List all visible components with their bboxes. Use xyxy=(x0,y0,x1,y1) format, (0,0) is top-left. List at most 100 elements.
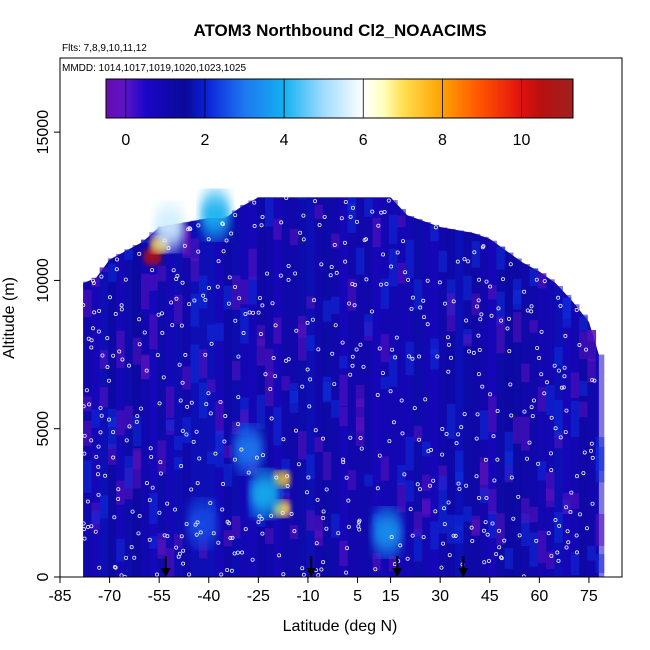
column-band xyxy=(165,548,175,577)
sample-point xyxy=(220,507,225,512)
sample-point xyxy=(233,318,238,323)
sample-point xyxy=(82,451,87,456)
sample-point xyxy=(470,539,475,544)
sample-point xyxy=(155,353,160,358)
sample-point xyxy=(381,252,386,257)
sample-point xyxy=(119,307,124,312)
column-band xyxy=(198,275,208,309)
sample-point xyxy=(506,316,511,321)
column-band xyxy=(190,293,200,327)
sample-point xyxy=(203,298,208,303)
sample-point xyxy=(565,529,570,534)
sample-point xyxy=(157,401,162,406)
sample-point xyxy=(81,303,86,308)
column-band xyxy=(413,425,423,442)
column-band xyxy=(380,334,390,363)
sample-point xyxy=(112,564,117,569)
sample-point xyxy=(445,335,450,340)
sample-point xyxy=(343,259,348,264)
sample-point xyxy=(539,372,544,377)
sample-point xyxy=(511,516,516,521)
sample-points xyxy=(81,196,597,577)
sample-point xyxy=(516,494,521,499)
sample-point xyxy=(278,273,283,278)
column-stripe xyxy=(140,239,150,577)
sample-point xyxy=(115,257,120,262)
sample-point xyxy=(451,533,456,538)
sample-point xyxy=(85,499,90,504)
sample-point xyxy=(453,533,458,538)
column-band xyxy=(273,317,282,344)
sample-point xyxy=(521,574,526,577)
sample-point xyxy=(425,322,430,327)
sample-point xyxy=(399,398,404,403)
column-band xyxy=(198,349,208,379)
colorbar-tick-label: 2 xyxy=(200,132,209,149)
column-band xyxy=(174,436,183,450)
plot-frame xyxy=(59,57,623,578)
sample-point xyxy=(542,391,547,396)
sample-point xyxy=(144,481,149,486)
sample-point xyxy=(166,246,171,251)
sample-point xyxy=(428,483,433,488)
column-band xyxy=(314,437,324,453)
column-stripe xyxy=(248,200,258,577)
sample-point xyxy=(406,354,411,359)
sample-point xyxy=(474,436,479,441)
column-band xyxy=(182,225,192,256)
column-band xyxy=(298,315,307,338)
sample-point xyxy=(569,490,574,495)
sample-point xyxy=(286,357,291,362)
sample-point xyxy=(455,259,460,264)
sample-point xyxy=(158,460,163,465)
sample-point xyxy=(305,367,310,372)
column-band xyxy=(157,265,167,282)
column-band xyxy=(140,273,150,310)
colorbar-tick-label: 8 xyxy=(438,132,447,149)
column-band xyxy=(430,224,440,242)
sample-point xyxy=(348,435,353,440)
sample-point xyxy=(150,485,155,490)
column-band xyxy=(223,445,233,458)
sample-point xyxy=(462,257,467,262)
sample-point xyxy=(211,531,216,536)
sample-point xyxy=(475,412,480,417)
column-band xyxy=(331,296,340,314)
x-tick-label: -40 xyxy=(197,588,220,605)
sample-point xyxy=(556,368,561,373)
sample-point xyxy=(454,441,459,446)
sample-point xyxy=(106,417,111,422)
sample-point xyxy=(476,333,481,338)
column-stripe xyxy=(157,226,167,577)
column-band xyxy=(388,214,398,245)
sample-point xyxy=(525,456,530,461)
sample-point xyxy=(333,323,338,328)
sample-point xyxy=(265,271,270,276)
column-band xyxy=(190,257,200,282)
sample-point xyxy=(577,343,582,348)
sample-point xyxy=(312,298,317,303)
sample-point xyxy=(90,278,95,283)
column-band xyxy=(91,277,101,287)
sample-point xyxy=(563,430,568,435)
sample-point xyxy=(482,528,487,533)
sample-point xyxy=(339,216,344,221)
sample-point xyxy=(410,356,415,361)
sample-point xyxy=(361,364,366,369)
column-band xyxy=(587,358,597,383)
sample-point xyxy=(425,278,430,283)
sample-point xyxy=(111,430,116,435)
sample-point xyxy=(281,572,286,577)
column-band xyxy=(405,341,415,376)
sample-point xyxy=(555,550,560,555)
sample-point xyxy=(556,558,561,563)
sample-point xyxy=(346,498,351,503)
sample-point xyxy=(484,496,489,501)
sample-point xyxy=(120,357,125,362)
sample-point xyxy=(293,271,298,276)
column-stripe xyxy=(314,197,324,577)
sample-point xyxy=(285,484,290,489)
sample-point xyxy=(403,270,408,275)
column-band xyxy=(537,273,547,289)
sample-point xyxy=(343,199,348,204)
